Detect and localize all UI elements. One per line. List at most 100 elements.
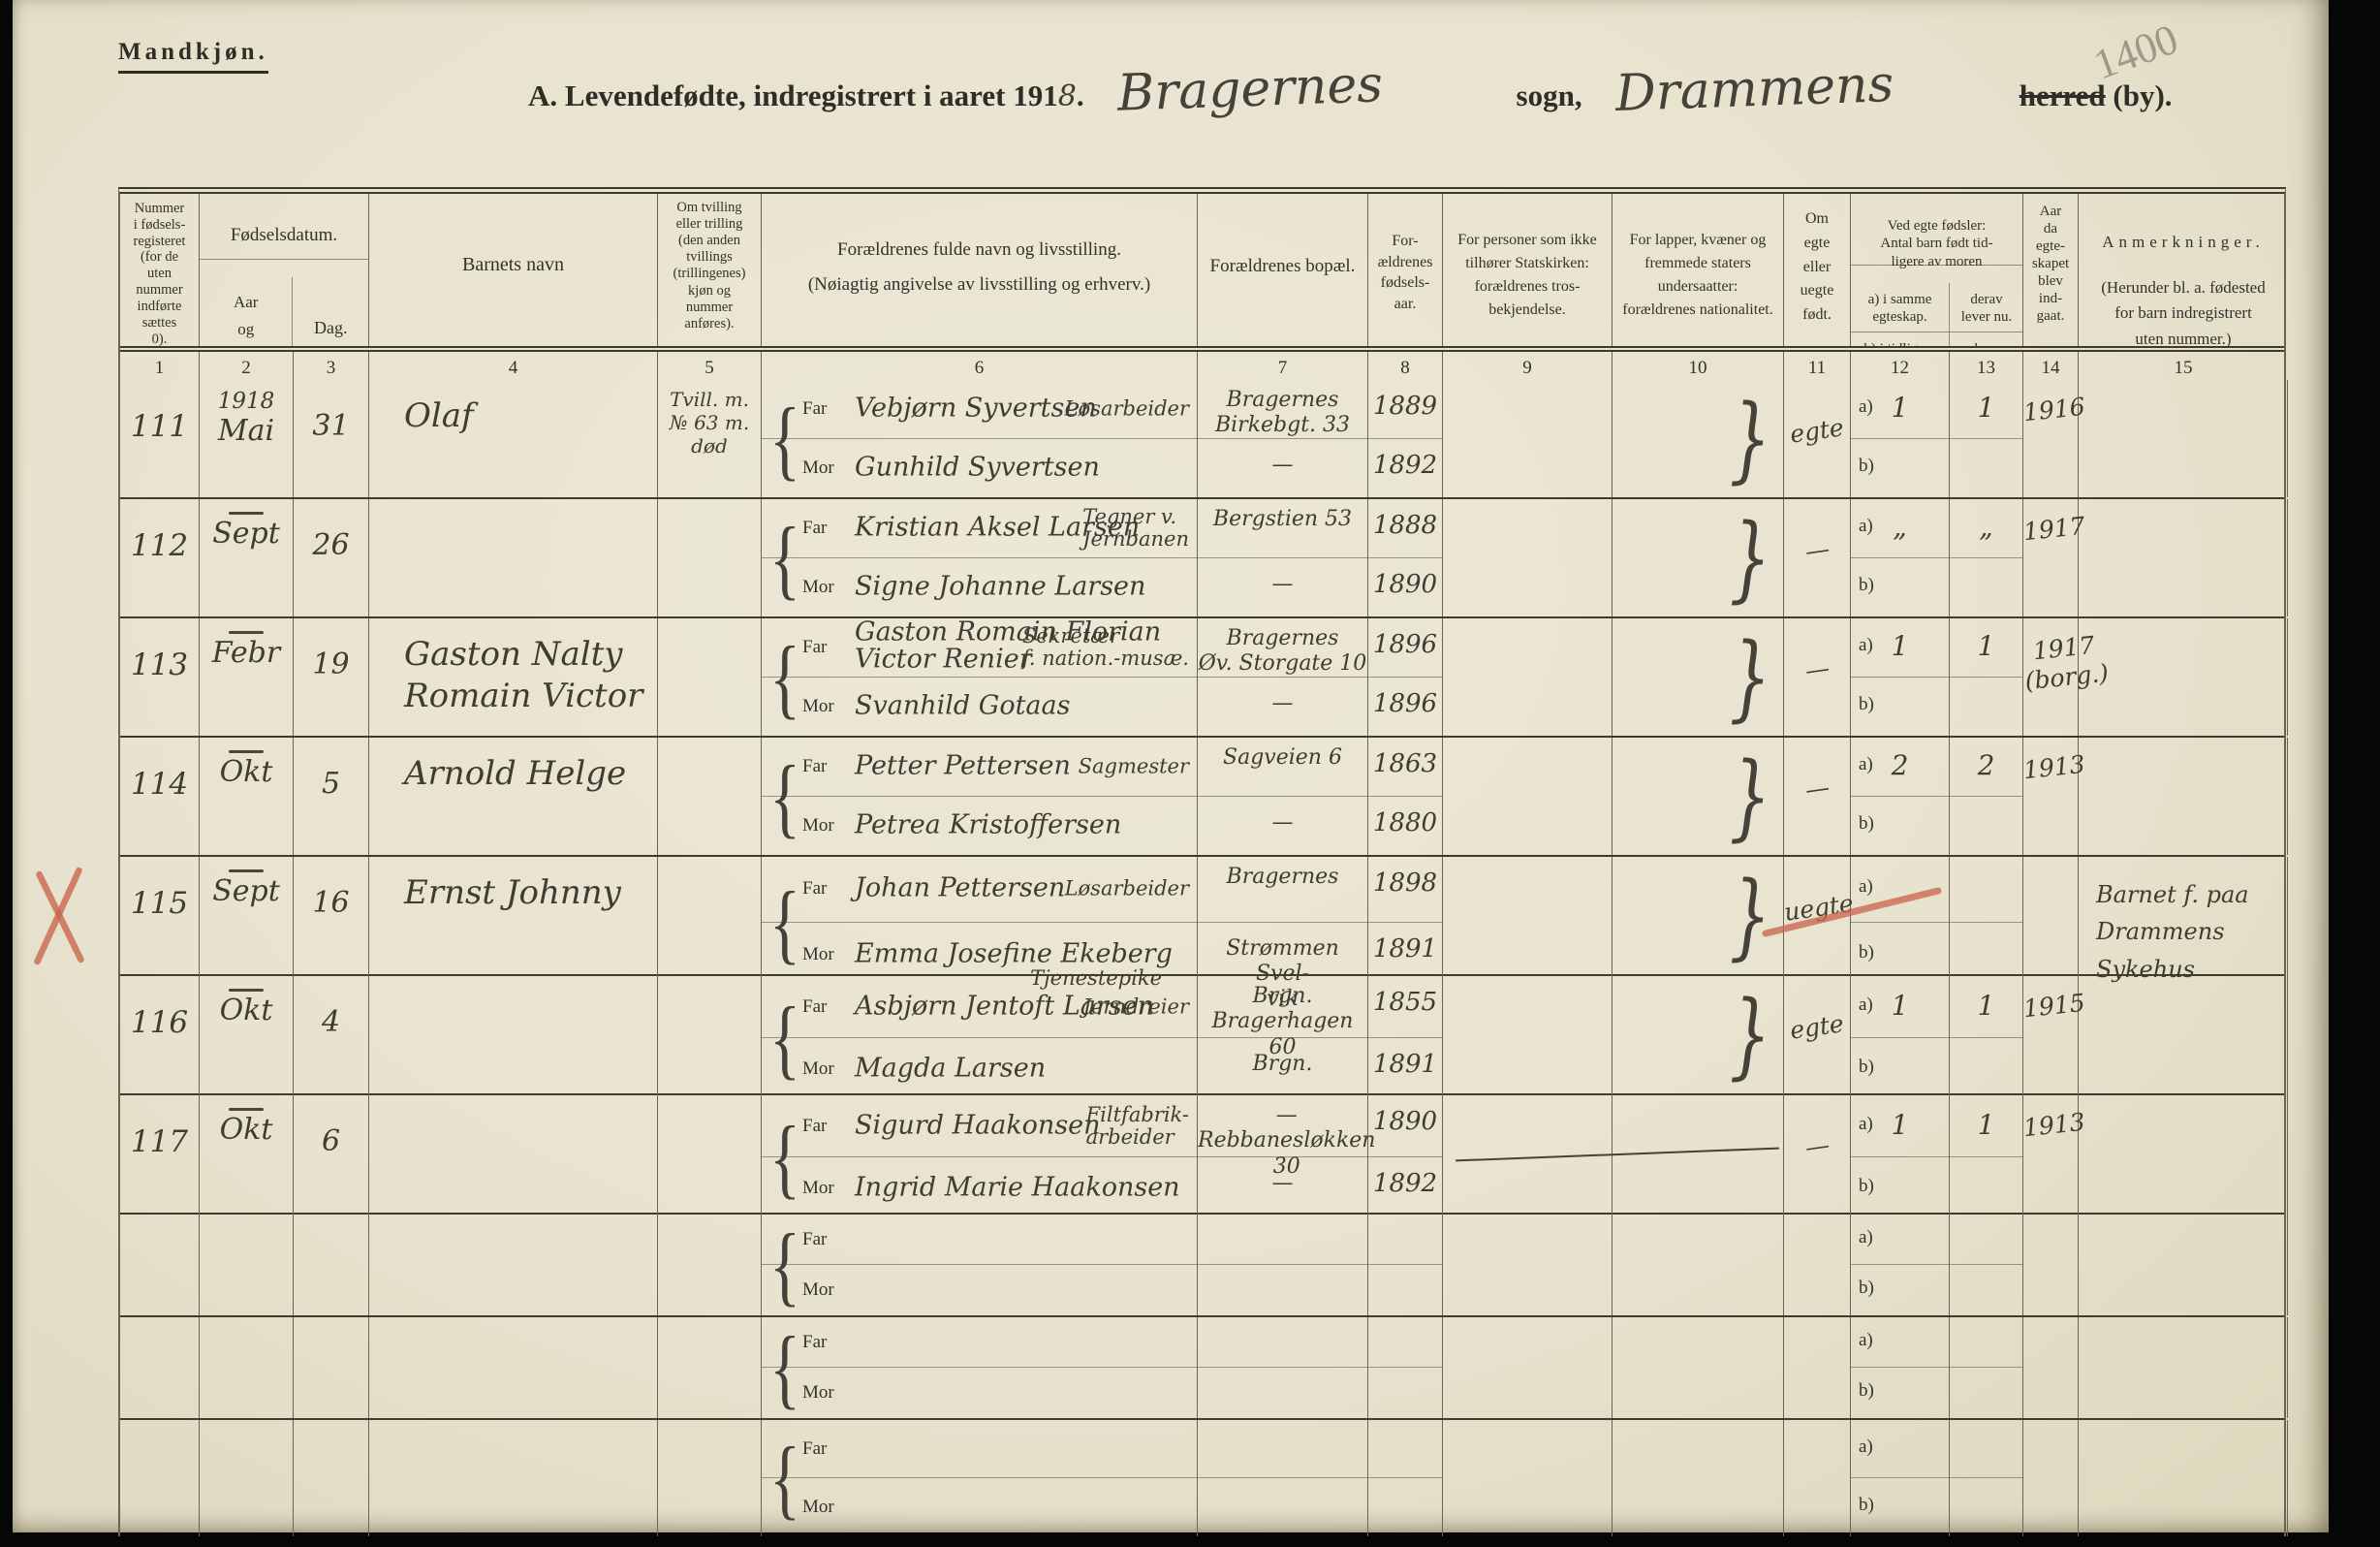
- table-row: 116 Okt 4 { Far Asbjørn Jentoft Larsen J…: [120, 976, 2288, 1101]
- children-same-marriage: 2: [1891, 748, 1909, 781]
- father-label: Far: [802, 397, 828, 419]
- header-prior-children: Ved egte fødsler: Antal barn født tid- l…: [1851, 194, 2023, 346]
- label-b: b): [1859, 574, 1874, 595]
- title-printed: A. Levendefødte, indregistrert i aaret 1…: [528, 79, 1058, 112]
- legitimacy-value: —: [1802, 1130, 1832, 1162]
- register-number: 114: [130, 767, 189, 802]
- col-no: 1: [120, 352, 200, 380]
- table-header: Nummer i fødsels- registeret (for de ute…: [120, 194, 2284, 346]
- district-name-handwritten: Drammens: [1613, 55, 1895, 123]
- father-residence: Bragernes Birkebgt. 33: [1214, 388, 1351, 438]
- father-residence: Bergstien 53: [1212, 507, 1353, 531]
- col-no: 6: [762, 352, 1198, 380]
- header-child-name: Barnets navn: [369, 194, 658, 346]
- mother-birth-year: 1891: [1372, 933, 1438, 963]
- register-number: 112: [130, 528, 189, 563]
- religion-cell: [1443, 1215, 1613, 1315]
- table-row: { Far Mor a): [120, 1317, 2288, 1420]
- marriage-year: 1916: [2021, 392, 2086, 427]
- legitimacy-value: —: [1802, 534, 1832, 566]
- mother-occupation: Tjenestepike: [1030, 966, 1162, 991]
- living-now-a: 1: [1977, 989, 1995, 1022]
- table-row: { Far Mor a): [120, 1215, 2288, 1317]
- by-word: (by).: [2105, 79, 2173, 112]
- father-name: Asbjørn Jentoft Larsen: [855, 990, 1155, 1021]
- father-label: Far: [802, 995, 828, 1017]
- nationality-cell: [1613, 1095, 1784, 1220]
- ditto-mark: [229, 512, 264, 515]
- birth-month: Okt: [219, 994, 273, 1027]
- father-birth-year: 1898: [1372, 868, 1438, 898]
- col-no: 10: [1613, 352, 1784, 380]
- curly-brace: {: [769, 389, 800, 489]
- label-b: b): [1859, 812, 1874, 834]
- legitimacy-value: egte: [1788, 413, 1846, 449]
- year-above: 1918: [217, 389, 275, 414]
- birth-month: Sept: [212, 874, 280, 908]
- header-residence: Forældrenes bopæl.: [1198, 194, 1368, 346]
- mother-name: Magda Larsen: [855, 1053, 1047, 1084]
- mother-name: Emma Josefine Ekeberg: [855, 938, 1173, 969]
- col-no: 5: [658, 352, 762, 380]
- sogn-label: sogn,: [1516, 79, 1582, 112]
- religion-cell: [1443, 1317, 1613, 1418]
- father-name: Petter Pettersen: [855, 750, 1071, 781]
- mother-name: Ingrid Marie Haakonsen: [855, 1172, 1180, 1203]
- legitimacy-value: —: [1802, 653, 1832, 685]
- remark: Barnet f. paa Drammens Sykehus: [2096, 881, 2249, 983]
- register-number: 117: [130, 1124, 189, 1159]
- curly-brace: {: [769, 872, 800, 972]
- col-no: 8: [1368, 352, 1443, 380]
- mother-label: Mor: [802, 576, 834, 597]
- curly-brace: {: [769, 1318, 800, 1417]
- father-label: Far: [802, 878, 828, 900]
- birth-day: 26: [312, 528, 350, 562]
- father-occupation: Jerndreier: [1082, 994, 1189, 1019]
- table-row: 115 Sept 16 Ernst Johnny { Far Johan Pet…: [34, 857, 2288, 1011]
- row-close-brace: }: [1729, 384, 1771, 493]
- red-x-mark: [34, 867, 84, 965]
- father-residence: Sagveien 6: [1223, 745, 1342, 770]
- table-body: 111 1918 Mai 31 Olaf Tvill. m. № 63 m. d…: [34, 380, 2288, 1536]
- register-number: 113: [130, 647, 189, 682]
- birth-day: 5: [321, 767, 341, 801]
- religion-cell: [1443, 857, 1613, 989]
- red-strike: [1762, 887, 1942, 937]
- col-no: 7: [1198, 352, 1368, 380]
- header-religion: For personer som ikke tilhører Statskirk…: [1443, 194, 1613, 346]
- religion-cell: [1443, 380, 1613, 497]
- father-birth-year: 1896: [1372, 630, 1438, 659]
- nationality-cell: [1613, 1317, 1784, 1418]
- living-now-a: 2: [1977, 748, 1995, 781]
- mother-label: Mor: [802, 1497, 834, 1517]
- ditto-mark: [229, 869, 264, 872]
- ditto-mark: [229, 989, 264, 992]
- child-name: Gaston Nalty Romain Victor: [404, 635, 643, 715]
- birth-day: 6: [321, 1124, 341, 1158]
- col-no: 3: [294, 352, 369, 380]
- label-b: b): [1859, 1057, 1874, 1078]
- nationality-cell: [1613, 499, 1784, 616]
- father-name: Johan Pettersen: [855, 872, 1066, 903]
- label-b: b): [1859, 693, 1874, 714]
- mother-residence: Brgn.: [1252, 1052, 1313, 1077]
- curly-brace: {: [769, 989, 800, 1089]
- birth-day: 16: [312, 886, 350, 920]
- birth-month: Mai: [217, 414, 275, 448]
- header-day: Dag.: [313, 318, 348, 337]
- birth-month: Febr: [211, 636, 281, 670]
- father-name: Gaston Romain Florian Victor Renier: [855, 616, 1162, 675]
- father-name: Kristian Aksel Larsen: [855, 512, 1141, 543]
- label-b: b): [1859, 455, 1874, 476]
- sheet-label: Mandkjøn.: [118, 39, 268, 74]
- nationality-cell: [1613, 1215, 1784, 1315]
- header-remarks: Anmerkninger. (Herunder bl. a. fødested …: [2079, 194, 2288, 346]
- header-twin: Om tvilling eller trilling (den anden tv…: [658, 194, 762, 346]
- form-title: A. Levendefødte, indregistrert i aaret 1…: [528, 55, 2173, 123]
- ditto-mark: [229, 631, 264, 634]
- father-residence: Bragernes Øv. Storgate 10: [1198, 626, 1367, 677]
- title-year-digit: 8: [1057, 79, 1077, 113]
- mother-residence: —: [1271, 1171, 1294, 1196]
- col-no: 11: [1784, 352, 1851, 380]
- marriage-year: 1917: [2021, 511, 2086, 547]
